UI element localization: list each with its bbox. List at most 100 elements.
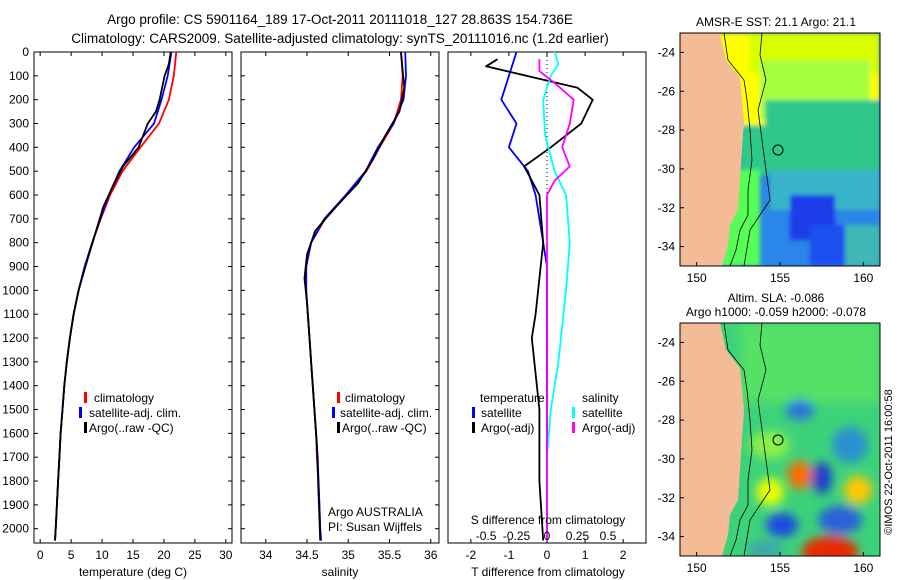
argo-float-marker xyxy=(772,144,784,156)
depth-axis: 0 100 200 300 400 500 600 700 800 900 1000 1100 1200… xyxy=(2,45,29,536)
legend-label-argo: Argo(..raw -QC) xyxy=(89,421,174,435)
sla-map-title-line1: Altim. SLA: -0.086 xyxy=(728,291,825,305)
map-lon-label: 155 xyxy=(770,271,790,285)
depth-tick-label: 1900 xyxy=(2,498,29,512)
depth-tick-label: 1200 xyxy=(2,331,29,345)
map-lat-label: -24 xyxy=(658,45,676,59)
series-line-argo-adj- xyxy=(538,59,575,541)
depth-tick-label: 200 xyxy=(9,93,29,107)
imos-watermark: ©IMOS 22-Oct-2011 16:00:58 xyxy=(883,389,895,534)
x-tick-label: 25 xyxy=(188,548,202,562)
legend-header-salinity: salinity xyxy=(582,391,619,405)
difference-x-label: T difference from climatology xyxy=(471,565,625,579)
legend-swatch-climatology xyxy=(84,392,87,403)
depth-tick-label: 900 xyxy=(9,260,29,274)
legend-label-sal-argo: Argo(-adj) xyxy=(582,421,635,435)
map-lon-label: 155 xyxy=(770,561,790,575)
legend-label-argo: Argo(..raw -QC) xyxy=(342,421,427,435)
x-tick-label: 2 xyxy=(620,548,627,562)
temperature-axes-box xyxy=(33,51,233,544)
depth-tick-label: 300 xyxy=(9,117,29,131)
land-mass xyxy=(680,33,744,266)
depth-tick-label: 400 xyxy=(9,140,29,154)
depth-tick-label: 100 xyxy=(9,69,29,83)
legend-header-temperature: temperature xyxy=(480,391,545,405)
map-lat-label: -28 xyxy=(658,123,676,137)
difference-profiles xyxy=(485,52,594,541)
series-line-satellite xyxy=(542,52,571,541)
salinity-legend: climatology satellite-adj. clim. Argo(..… xyxy=(332,391,432,435)
map-lat-label: -30 xyxy=(658,452,676,466)
depth-tick-label: 500 xyxy=(9,164,29,178)
depth-tick-label: 600 xyxy=(9,188,29,202)
sla-map-axes: 150 155 160 -24 -26 -28 -30 -32 -34 xyxy=(658,335,874,575)
temperature-x-label: temperature (deg C) xyxy=(79,565,187,579)
temperature-panel: 0100200300400500600700800900100011001200… xyxy=(2,45,233,579)
x-tick-label: 34 xyxy=(259,548,273,562)
map-lon-label: 150 xyxy=(687,561,707,575)
legend-swatch-sal-argo xyxy=(572,422,575,433)
sla-map-field xyxy=(680,323,880,556)
difference-panel: -2 -1 0 1 2 temperature satellite Argo(-adj)… xyxy=(447,51,647,579)
salinity-x-axis: 34 34.5 35 35.5 36 xyxy=(241,51,439,562)
salinity-axes-box xyxy=(240,51,440,544)
map-lat-label: -30 xyxy=(658,162,676,176)
depth-tick-label: 1700 xyxy=(2,450,29,464)
sst-map-field xyxy=(680,33,880,266)
x-tick-label: 10 xyxy=(95,548,109,562)
map-lat-label: -32 xyxy=(658,491,676,505)
map-lat-label: -28 xyxy=(658,413,676,427)
x-tick-label: 0 xyxy=(37,548,44,562)
depth-tick-label: 1100 xyxy=(3,307,29,321)
map-lat-label: -34 xyxy=(658,240,676,254)
legend-label-satellite: satellite-adj. clim. xyxy=(340,406,432,420)
salinity-difference-axis: -0.5 -0.25 0 0.25 0.5 xyxy=(476,529,617,543)
x-tick-label: 36 xyxy=(424,548,438,562)
sla-map-title-line2: Argo h1000: -0.059 h2000: -0.078 xyxy=(686,305,866,319)
salinity-panel: 34 34.5 35 35.5 36 climatology satellite-adj… xyxy=(240,51,440,579)
sla-map-panel: Altim. SLA: -0.086 Argo h1000: -0.059 h2… xyxy=(658,291,881,575)
top-tick-label: 0.25 xyxy=(566,529,590,543)
x-tick-label: 35 xyxy=(342,548,356,562)
map-lat-label: -24 xyxy=(658,335,676,349)
figure-title-line2: Climatology: CARS2009. Satellite-adjuste… xyxy=(71,31,609,46)
sst-map-panel: AMSR-E SST: 21.1 Argo: 21.1 150 155 160 -24… xyxy=(658,15,881,285)
sst-map-title: AMSR-E SST: 21.1 Argo: 21.1 xyxy=(696,15,856,29)
x-tick-label: -2 xyxy=(466,548,477,562)
figure-title-line1: Argo profile: CS 5901164_189 17-Oct-2011… xyxy=(107,12,573,27)
depth-tick-label: 800 xyxy=(9,236,29,250)
x-tick-label: 20 xyxy=(157,548,171,562)
argo-float-marker xyxy=(772,434,784,446)
salinity-annotation-line2: PI: Susan Wijffels xyxy=(328,520,422,534)
difference-top-axis-label: S difference from climatology xyxy=(471,513,626,527)
salinity-profiles xyxy=(303,52,407,541)
legend-swatch-temp-argo xyxy=(472,422,475,433)
temperature-legend: climatology satellite-adj. clim. Argo(..… xyxy=(79,391,181,435)
legend-label-climatology: climatology xyxy=(94,391,154,405)
legend-swatch-argo xyxy=(337,422,340,433)
top-tick-label: -0.5 xyxy=(476,529,497,543)
top-tick-label: 0.5 xyxy=(600,529,617,543)
map-lon-label: 150 xyxy=(687,271,707,285)
top-tick-label: 0 xyxy=(544,529,551,543)
x-tick-label: 34.5 xyxy=(295,548,319,562)
legend-swatch-climatology xyxy=(337,392,340,403)
legend-label-climatology: climatology xyxy=(345,391,405,405)
legend-swatch-sal-satellite xyxy=(572,407,575,418)
x-tick-label: 30 xyxy=(219,548,233,562)
temperature-x-axis: 0 5 10 15 20 25 30 xyxy=(34,51,233,562)
depth-tick-label: 1000 xyxy=(2,283,29,297)
top-tick-label: -0.25 xyxy=(503,529,531,543)
map-lat-label: -32 xyxy=(658,201,676,215)
sst-map-axes: 150 155 160 -24 -26 -28 -30 -32 -34 xyxy=(658,45,874,285)
x-tick-label: 1 xyxy=(582,548,589,562)
legend-swatch-argo xyxy=(84,422,87,433)
map-lat-label: -26 xyxy=(658,84,676,98)
depth-tick-label: 1500 xyxy=(2,403,29,417)
series-line-argo-raw-qc- xyxy=(54,52,172,541)
depth-tick-label: 1600 xyxy=(2,426,29,440)
temperature-profiles xyxy=(54,52,178,541)
x-tick-label: -1 xyxy=(504,548,515,562)
map-lon-label: 160 xyxy=(853,271,873,285)
map-lon-label: 160 xyxy=(853,561,873,575)
